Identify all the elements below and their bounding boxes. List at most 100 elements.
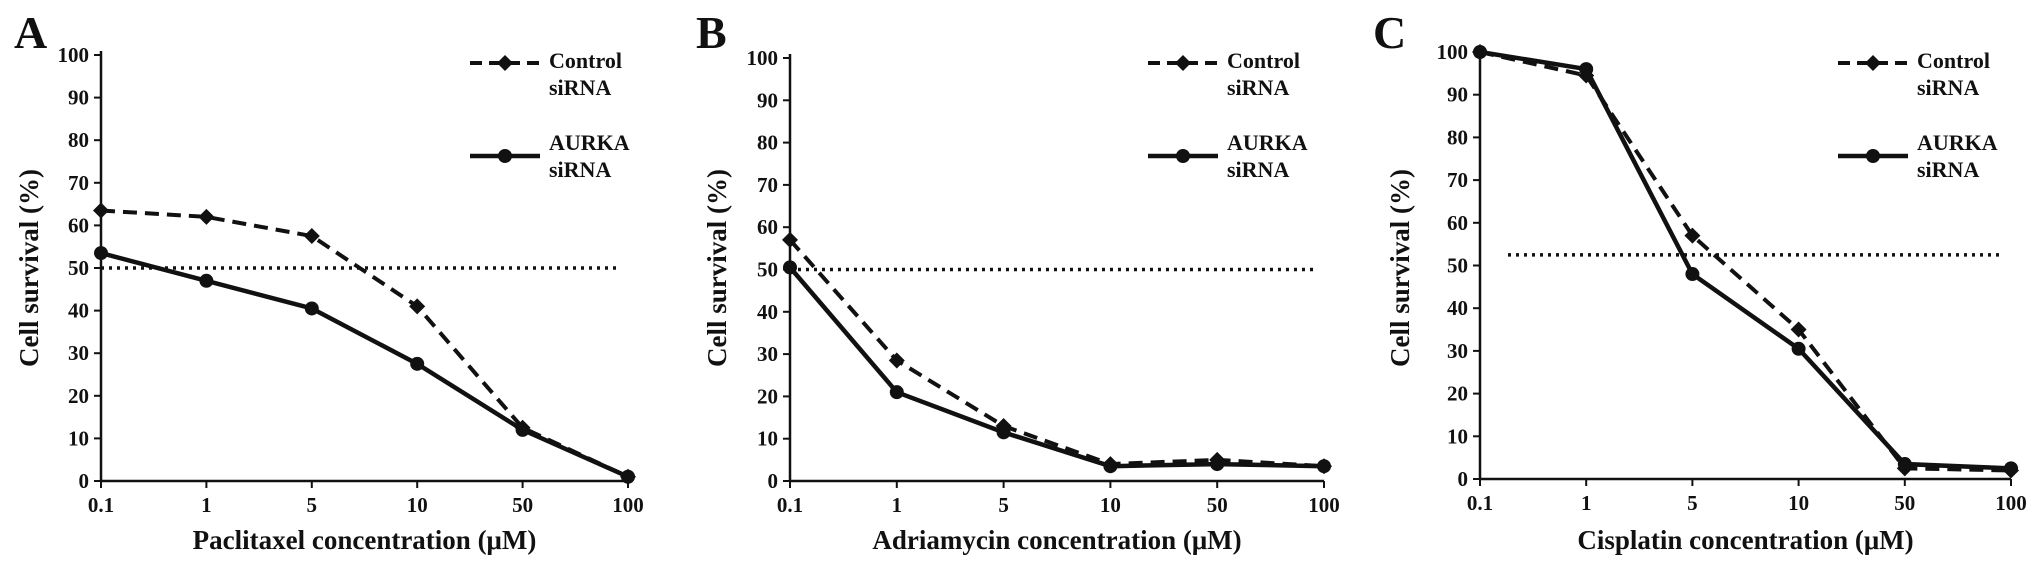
x-tick-label: 100 <box>1995 491 2027 515</box>
data-point-control-sirna <box>782 231 798 248</box>
x-axis-title: Cisplatin concentration (μM) <box>1577 525 1913 555</box>
data-point-aurka-sirna <box>889 385 904 400</box>
y-tick-label: 100 <box>1437 40 1469 64</box>
x-tick-label: 5 <box>307 493 318 517</box>
data-point-aurka-sirna <box>94 246 108 261</box>
panel-a: A 0 10 20 30 40 50 60 70 80 90 100 0.1 1 5 10 50 100 Pacli… <box>14 7 644 555</box>
y-tick-label: 60 <box>757 215 778 239</box>
x-tick-label: 5 <box>1687 491 1698 515</box>
x-tick-label: 1 <box>1581 491 1592 515</box>
legend-label-control: Control <box>1227 48 1300 73</box>
series-line-control-sirna <box>100 208 629 479</box>
y-tick-label: 60 <box>68 213 89 237</box>
data-point-aurka-sirna <box>1791 341 1806 356</box>
panel-letter: B <box>696 7 727 58</box>
y-tick-label: 30 <box>757 342 778 366</box>
y-axis-title: Cell survival (%) <box>14 169 44 367</box>
legend-marker-aurka-sirna <box>1176 149 1190 163</box>
x-tick-label: 5 <box>998 493 1009 517</box>
y-tick-label: 20 <box>1447 382 1468 406</box>
data-point-aurka-sirna <box>410 356 425 371</box>
y-tick-label: 50 <box>1447 254 1468 278</box>
x-tick-label: 100 <box>612 493 644 517</box>
series-line-aurka-sirna <box>788 265 1325 469</box>
series-line-control-sirna <box>788 238 1325 469</box>
data-point-aurka-sirna <box>783 260 797 275</box>
data-point-aurka-sirna <box>1897 457 1912 472</box>
y-tick-label: 90 <box>1447 83 1468 107</box>
data-point-aurka-sirna <box>304 301 319 316</box>
data-point-control-sirna <box>93 202 109 219</box>
y-tick-label: 10 <box>757 427 778 451</box>
legend-label-control-sirna: siRNA <box>1227 75 1289 100</box>
legend-label-aurka-sirna: siRNA <box>549 157 611 182</box>
data-point-aurka-sirna <box>199 273 214 288</box>
y-tick-label: 40 <box>68 299 89 323</box>
x-tick-label: 0.1 <box>1467 491 1493 515</box>
x-tick-label: 0.1 <box>777 493 803 517</box>
legend-label-control-sirna: siRNA <box>549 75 611 100</box>
data-point-control-sirna <box>888 352 905 369</box>
y-tick-label: 70 <box>68 171 89 195</box>
y-tick-label: 100 <box>747 46 779 70</box>
legend-label-control-sirna: siRNA <box>1917 75 1979 100</box>
x-tick-label: 100 <box>1308 493 1340 517</box>
x-axis-title: Adriamycin concentration (μM) <box>872 525 1241 555</box>
legend-label-control: Control <box>1917 48 1990 73</box>
panel-c: C 0 10 20 30 40 50 60 70 80 90 100 0.1 1 5 10 50 100 Cispl… <box>1373 7 2027 555</box>
data-point-aurka-sirna <box>1210 457 1225 472</box>
panel-letter: C <box>1373 7 1406 58</box>
y-tick-label: 80 <box>757 131 778 155</box>
y-axis-title: Cell survival (%) <box>702 169 732 367</box>
y-tick-label: 70 <box>757 173 778 197</box>
y-tick-label: 20 <box>757 384 778 408</box>
data-point-aurka-sirna <box>1685 267 1700 282</box>
x-tick-label: 1 <box>892 493 903 517</box>
data-point-aurka-sirna <box>1473 45 1487 59</box>
y-tick-label: 40 <box>1447 296 1468 320</box>
x-tick-label: 50 <box>512 493 533 517</box>
legend-marker-control-sirna <box>1175 55 1191 71</box>
data-point-aurka-sirna <box>1317 459 1331 474</box>
x-axis-title: Paclitaxel concentration (μM) <box>193 525 537 555</box>
series-line-control-sirna <box>1479 50 2012 473</box>
x-tick-label: 50 <box>1894 491 1915 515</box>
y-tick-label: 0 <box>1458 467 1469 491</box>
legend-label-aurka-sirna: siRNA <box>1227 157 1289 182</box>
y-tick-label: 90 <box>68 86 89 110</box>
y-tick-label: 90 <box>757 88 778 112</box>
x-tick-label: 50 <box>1207 493 1228 517</box>
data-point-aurka-sirna <box>621 469 635 484</box>
data-point-aurka-sirna <box>2004 461 2018 476</box>
series-line-aurka-sirna <box>1479 49 2012 471</box>
legend-marker-control-sirna <box>497 55 513 71</box>
y-tick-label: 70 <box>1447 168 1468 192</box>
x-tick-label: 10 <box>1100 493 1121 517</box>
y-tick-label: 0 <box>79 469 90 493</box>
panel-b: B 0 10 20 30 40 50 60 70 80 90 100 0.1 1 5 10 50 100 Adria… <box>696 7 1340 555</box>
data-point-aurka-sirna <box>1103 459 1118 474</box>
data-point-control-sirna <box>303 228 320 245</box>
y-tick-label: 40 <box>757 300 778 324</box>
x-tick-label: 10 <box>407 493 428 517</box>
y-tick-label: 50 <box>68 256 89 280</box>
legend-marker-control-sirna <box>1865 55 1881 71</box>
data-point-control-sirna <box>198 208 215 225</box>
y-tick-label: 0 <box>768 469 779 493</box>
data-point-aurka-sirna <box>1579 62 1594 77</box>
y-tick-label: 80 <box>1447 125 1468 149</box>
y-tick-label: 60 <box>1447 211 1468 235</box>
y-tick-label: 30 <box>68 341 89 365</box>
series-line-aurka-sirna <box>100 250 629 479</box>
legend-label-control: Control <box>549 48 622 73</box>
y-tick-label: 20 <box>68 384 89 408</box>
legend-label-aurka: AURKA <box>1917 130 1998 155</box>
x-tick-label: 10 <box>1788 491 1809 515</box>
y-tick-label: 100 <box>58 43 90 67</box>
y-tick-label: 80 <box>68 128 89 152</box>
data-point-aurka-sirna <box>996 425 1011 440</box>
